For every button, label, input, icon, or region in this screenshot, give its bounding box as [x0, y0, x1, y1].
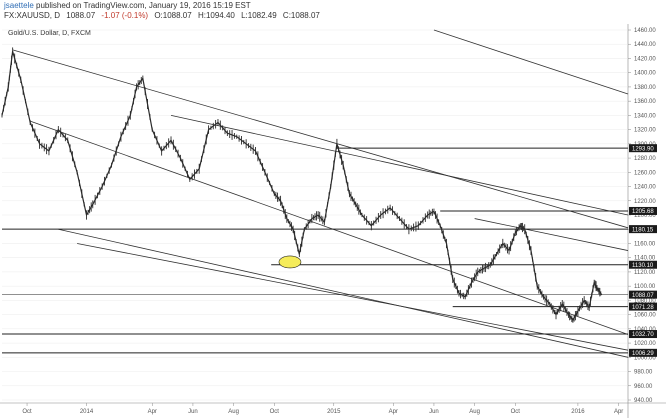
y-tick-label: 960.00	[634, 384, 653, 390]
time-axis-ticks: Oct 2014 Apr Jun Aug Oct 2015 Apr Jun Aug Oct 2016 A…	[22, 403, 623, 415]
author-link[interactable]: jsaettele	[4, 1, 34, 10]
y-tick-label: 1320.00	[634, 128, 656, 134]
y-tick-label: 980.00	[634, 370, 653, 376]
level-label-box	[629, 260, 657, 269]
level-label-box	[629, 206, 657, 215]
level-label: 1205.68	[632, 209, 654, 215]
level-label: 1071.28	[632, 305, 654, 311]
level-label: 1088.07	[632, 293, 654, 299]
y-tick-label: 1340.00	[634, 113, 656, 119]
y-tick-label: 1020.00	[634, 341, 656, 347]
y-tick-label: 1280.00	[634, 156, 656, 162]
y-tick-label: 1140.00	[634, 256, 656, 262]
y-tick-label: 1380.00	[634, 85, 656, 91]
last-price: 1088.07	[66, 11, 96, 20]
y-tick-label: 1060.00	[634, 313, 656, 319]
grid	[2, 29, 628, 401]
level-label-box	[629, 348, 657, 357]
chart-background	[0, 24, 666, 418]
trendline	[12, 49, 629, 229]
publish-info: jsaettele published on TradingView.com, …	[4, 1, 251, 11]
level-labels: 1293.90 1205.68 1180.15 1130.10 1088.07 1071.…	[629, 144, 657, 357]
price-change: -1.07 (-0.1%)	[101, 11, 149, 20]
x-tick-label: Apr	[148, 409, 157, 415]
trendline	[77, 243, 629, 351]
level-label-box	[629, 302, 657, 311]
low-value: L:1082.49	[241, 11, 277, 20]
trendline	[474, 218, 629, 251]
level-label-box	[629, 330, 657, 339]
y-tick-label: 1120.00	[634, 270, 656, 276]
x-tick-label: Oct	[511, 409, 521, 415]
y-tick-label: 1400.00	[634, 71, 656, 77]
x-tick-label: 2016	[571, 409, 585, 415]
chart-header: jsaettele published on TradingView.com, …	[0, 0, 666, 24]
symbol-info: FX:XAUUSD, D 1088.07 -1.07 (-0.1%) O:108…	[4, 11, 324, 21]
x-tick-label: Oct	[270, 409, 280, 415]
x-tick-label: Aug	[228, 409, 239, 415]
x-tick-label: Oct	[22, 409, 32, 415]
level-label-box	[629, 290, 657, 299]
y-tick-label: 1420.00	[634, 56, 656, 62]
price-series	[1, 47, 603, 323]
y-tick-label: 1000.00	[634, 355, 656, 361]
high-value: H:1094.40	[197, 11, 235, 20]
y-tick-label: 940.00	[634, 398, 653, 404]
chart-title: Gold/U.S. Dollar, D, FXCM	[8, 30, 91, 37]
y-tick-label: 1200.00	[634, 213, 656, 219]
x-tick-label: 2015	[327, 409, 341, 415]
price-chart[interactable]: Gold/U.S. Dollar, D, FXCM 1460.00 1440.00…	[0, 24, 666, 418]
published-text: published on TradingView.com, January 19…	[36, 1, 251, 10]
y-tick-label: 1040.00	[634, 327, 656, 333]
y-tick-label: 1460.00	[634, 28, 656, 34]
y-tick-label: 1260.00	[634, 170, 656, 176]
highlight-marker	[278, 255, 302, 269]
open-value: O:1088.07	[154, 11, 192, 20]
y-tick-label: 1240.00	[634, 185, 656, 191]
close-value: C:1088.07	[282, 11, 320, 20]
level-label: 1293.90	[632, 146, 654, 152]
level-label: 1032.70	[632, 332, 654, 338]
level-label: 1180.15	[632, 227, 654, 233]
level-label-box	[629, 225, 657, 234]
level-label: 1006.29	[632, 351, 654, 357]
x-tick-label: Aug	[469, 409, 480, 415]
level-label: 1130.10	[632, 263, 654, 269]
x-tick-label: Apr	[389, 409, 398, 415]
symbol-label: FX:XAUUSD, D	[4, 11, 61, 20]
x-tick-label: 2014	[80, 409, 94, 415]
trendline	[170, 114, 629, 216]
trendline	[30, 120, 629, 335]
y-tick-label: 1160.00	[634, 241, 656, 247]
y-tick-label: 1220.00	[634, 199, 656, 205]
x-tick-label: Apr	[614, 409, 623, 415]
y-tick-label: 1440.00	[634, 42, 656, 48]
y-tick-label: 1360.00	[634, 99, 656, 105]
level-label-box	[629, 144, 657, 153]
x-tick-label: Jun	[188, 409, 198, 415]
highlight-ellipse	[278, 255, 302, 269]
trendlines	[12, 29, 629, 358]
x-tick-label: Jun	[429, 409, 439, 415]
trendline	[433, 29, 629, 95]
y-tick-label: 1100.00	[634, 284, 656, 290]
trendline	[58, 228, 629, 358]
y-tick-label: 1080.00	[634, 298, 656, 304]
